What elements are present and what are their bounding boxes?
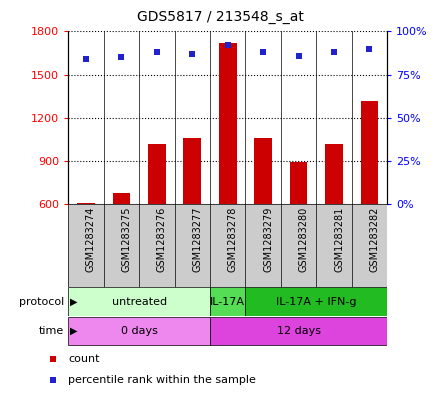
Text: percentile rank within the sample: percentile rank within the sample xyxy=(68,375,256,385)
Point xyxy=(153,49,160,55)
Text: GDS5817 / 213548_s_at: GDS5817 / 213548_s_at xyxy=(136,10,304,24)
Bar xyxy=(183,138,201,204)
Point xyxy=(224,42,231,48)
Bar xyxy=(68,287,210,316)
Text: protocol: protocol xyxy=(18,297,64,307)
Bar xyxy=(219,43,237,204)
Text: GSM1283280: GSM1283280 xyxy=(299,207,308,272)
Bar xyxy=(246,287,387,316)
Bar xyxy=(210,317,387,345)
Bar xyxy=(68,317,210,345)
Bar xyxy=(210,287,246,316)
Bar xyxy=(113,193,130,204)
Text: 0 days: 0 days xyxy=(121,326,158,336)
Text: ▶: ▶ xyxy=(70,326,78,336)
Text: GSM1283275: GSM1283275 xyxy=(121,207,132,272)
Text: GSM1283281: GSM1283281 xyxy=(334,207,344,272)
Bar xyxy=(148,144,166,204)
Text: GSM1283277: GSM1283277 xyxy=(192,207,202,272)
Point xyxy=(366,46,373,52)
Bar xyxy=(77,203,95,204)
Point xyxy=(295,53,302,59)
Text: IL-17A + IFN-g: IL-17A + IFN-g xyxy=(276,297,356,307)
Text: GSM1283274: GSM1283274 xyxy=(86,207,96,272)
Text: ▶: ▶ xyxy=(70,297,78,307)
Text: GSM1283282: GSM1283282 xyxy=(370,207,379,272)
Point xyxy=(189,51,196,57)
Bar xyxy=(325,144,343,204)
Point xyxy=(82,56,89,62)
Text: IL-17A: IL-17A xyxy=(210,297,245,307)
Text: 12 days: 12 days xyxy=(277,326,321,336)
Text: GSM1283276: GSM1283276 xyxy=(157,207,167,272)
Text: GSM1283279: GSM1283279 xyxy=(263,207,273,272)
Bar xyxy=(254,138,272,204)
Point xyxy=(330,49,337,55)
Bar xyxy=(361,101,378,204)
Text: GSM1283278: GSM1283278 xyxy=(228,207,238,272)
Point xyxy=(49,376,56,383)
Point xyxy=(260,49,267,55)
Text: time: time xyxy=(39,326,64,336)
Point xyxy=(49,356,56,362)
Text: count: count xyxy=(68,354,100,364)
Point xyxy=(118,54,125,61)
Bar xyxy=(290,162,308,204)
Text: untreated: untreated xyxy=(111,297,167,307)
